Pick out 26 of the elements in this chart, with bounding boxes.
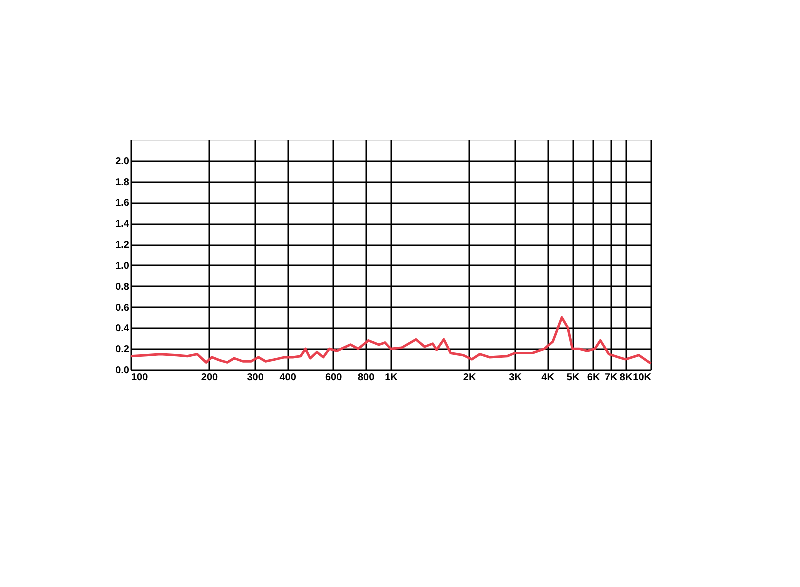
y-tick-label: 1.0 [116,260,130,272]
x-tick-label: 100 [132,372,149,384]
x-tick-label: 200 [201,372,219,384]
x-tick-label: 7K [604,372,618,384]
x-tick-label: 400 [280,372,297,384]
y-tick-label: 2.0 [116,156,130,168]
x-tick-label: 2K [463,372,477,384]
x-tick-label: 8K [620,372,634,384]
y-tick-label: 0.8 [116,282,130,293]
x-tick-label: 1K [385,372,399,384]
y-tick-label: 1.8 [116,177,130,188]
y-tick-label: 0.6 [116,302,130,314]
y-tick-label: 0.2 [116,344,130,356]
y-tick-label: 1.4 [116,219,130,230]
x-tick-label: 6K [587,372,601,384]
x-tick-label: 600 [325,372,343,384]
y-tick-label: 0.4 [116,324,130,335]
y-tick-label: 1.6 [116,198,130,210]
x-tick-label: 5K [566,372,580,384]
x-tick-label: 300 [247,372,264,384]
x-tick-label: 4K [542,372,556,384]
x-tick-label: 3K [509,372,523,384]
x-tick-label: 10K [633,372,652,384]
x-tick-label: 800 [358,372,376,384]
y-tick-label: 1.2 [116,240,130,252]
y-tick-label: 0.0 [116,366,130,376]
